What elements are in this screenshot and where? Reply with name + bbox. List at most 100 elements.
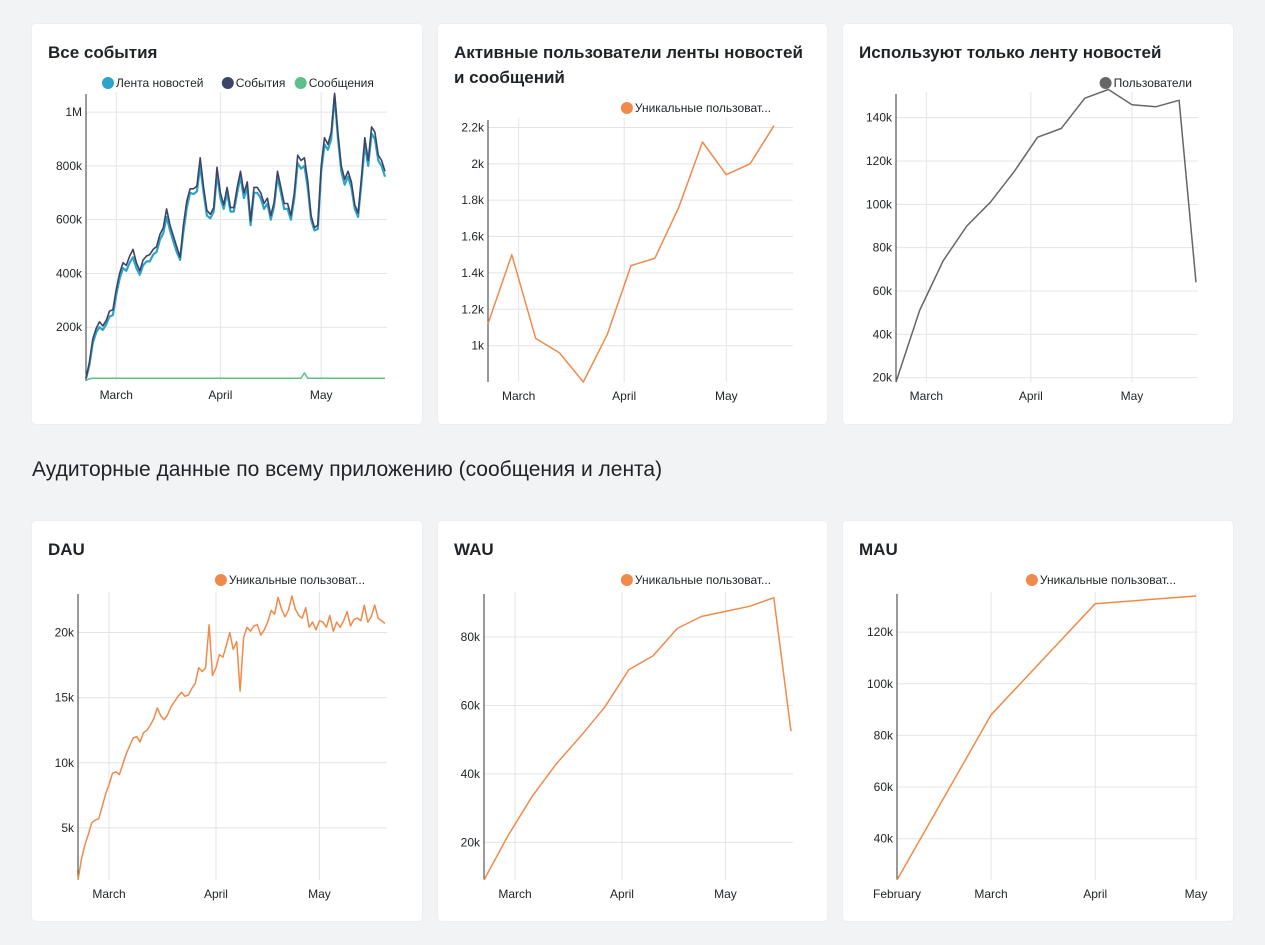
chart-svg: 5k 10k 15k 20k March April May Уникальные польз… xyxy=(55,573,387,901)
legend-label: Уникальные пользоват... xyxy=(635,101,771,115)
chart-title: Все события xyxy=(48,43,158,62)
x-tick-label: March xyxy=(974,887,1007,901)
legend: Уникальные пользоват... xyxy=(1025,573,1176,587)
x-tick-label: March xyxy=(100,388,133,402)
series-line xyxy=(895,88,1197,383)
y-tick-label: 120k xyxy=(866,154,893,168)
series-line xyxy=(84,94,387,380)
chart-svg: 20k 40k 60k 80k 100k 120k 140k March April May Пол… xyxy=(866,76,1198,403)
chart-svg: 40k 60k 80k 100k 120k February March April May Ун… xyxy=(867,573,1208,901)
y-tick-label: 1.8k xyxy=(461,193,485,207)
legend-marker xyxy=(1099,77,1112,89)
legend-marker xyxy=(294,77,307,89)
chart-card-mau: MAU 40k 60k 80k 100k 120k February March April M… xyxy=(843,521,1233,921)
y-tick-label: 20k xyxy=(873,371,893,385)
legend-marker xyxy=(102,77,114,89)
x-tick-label: May xyxy=(714,887,737,901)
y-tick-label: 80k xyxy=(874,728,894,742)
x-tick-label: May xyxy=(310,388,333,402)
chart-card-active-users: Активные пользователи ленты новостей и с… xyxy=(438,24,827,424)
chart-title: Активные пользователи ленты новостей и с… xyxy=(454,43,803,87)
legend-marker xyxy=(1025,574,1038,586)
y-tick-label: 40k xyxy=(461,767,481,781)
y-tick-label: 200k xyxy=(56,320,83,334)
chart-title: WAU xyxy=(454,540,494,559)
y-tick-label: 600k xyxy=(56,213,83,227)
y-tick-label: 100k xyxy=(866,197,893,211)
chart-svg: 20k 40k 60k 80k March April May Уникальные поль… xyxy=(461,573,793,901)
legend: Пользователи xyxy=(1099,76,1192,90)
legend-label: Лента новостей xyxy=(116,76,204,90)
x-tick-label: February xyxy=(873,887,921,901)
legend-label: Сообщения xyxy=(309,76,374,90)
legend-label: Пользователи xyxy=(1114,76,1192,90)
y-tick-label: 800k xyxy=(56,159,83,173)
series-line xyxy=(896,595,1197,881)
y-tick-label: 40k xyxy=(874,832,894,846)
series-line xyxy=(487,125,775,383)
y-tick-label: 20k xyxy=(461,835,481,849)
y-tick-label: 1.6k xyxy=(461,230,485,244)
x-tick-label: April xyxy=(610,887,634,901)
x-tick-label: April xyxy=(204,887,228,901)
legend-marker xyxy=(214,574,227,586)
x-tick-label: March xyxy=(92,887,125,901)
y-tick-label: 140k xyxy=(866,111,893,125)
legend: Уникальные пользоват... xyxy=(620,101,771,115)
chart-svg: 200k 400k 600k 800k 1M March April May Лента нов… xyxy=(56,76,387,402)
x-tick-label: May xyxy=(1185,887,1208,901)
y-tick-label: 80k xyxy=(461,630,481,644)
legend: Лента новостей События Сообщения xyxy=(102,76,374,90)
y-tick-label: 80k xyxy=(873,241,893,255)
series-line xyxy=(85,372,385,382)
x-tick-label: March xyxy=(910,389,943,403)
y-tick-label: 1.2k xyxy=(461,302,485,316)
legend-label: Уникальные пользоват... xyxy=(635,573,771,587)
series-line xyxy=(77,595,386,881)
chart-title: DAU xyxy=(48,540,85,559)
x-tick-label: May xyxy=(1121,389,1144,403)
series-line xyxy=(85,92,386,379)
chart-svg: 1k 1.2k 1.4k 1.6k 1.8k 2k 2.2k March April May Уни… xyxy=(461,101,793,403)
y-tick-label: 10k xyxy=(55,756,75,770)
legend-marker xyxy=(620,574,633,586)
x-tick-label: April xyxy=(1083,887,1107,901)
chart-card-wau: WAU 20k 40k 60k 80k March April May Уникальные … xyxy=(438,521,827,921)
x-tick-label: March xyxy=(498,887,531,901)
y-tick-label: 15k xyxy=(55,691,75,705)
y-tick-label: 60k xyxy=(874,780,894,794)
legend-label: Уникальные пользоват... xyxy=(229,573,365,587)
legend-label: Уникальные пользоват... xyxy=(1040,573,1176,587)
y-tick-label: 100k xyxy=(867,677,894,691)
y-tick-label: 5k xyxy=(61,821,75,835)
chart-card-only-feed: Используют только ленту новостей 20k 40k 6… xyxy=(843,24,1233,424)
x-tick-label: April xyxy=(1019,389,1043,403)
x-tick-label: April xyxy=(612,389,636,403)
y-tick-label: 120k xyxy=(867,625,894,639)
chart-title: MAU xyxy=(859,540,898,559)
series-line xyxy=(483,596,792,881)
x-tick-label: March xyxy=(502,389,535,403)
y-tick-label: 400k xyxy=(56,266,83,280)
y-tick-label: 60k xyxy=(873,284,893,298)
y-tick-label: 2k xyxy=(471,157,485,171)
y-tick-label: 40k xyxy=(873,327,893,341)
x-tick-label: May xyxy=(715,389,738,403)
y-tick-label: 20k xyxy=(55,625,75,639)
y-tick-label: 1M xyxy=(65,105,82,119)
legend: Уникальные пользоват... xyxy=(620,573,771,587)
y-tick-label: 1k xyxy=(471,339,485,353)
legend: Уникальные пользоват... xyxy=(214,573,365,587)
y-tick-label: 60k xyxy=(461,698,481,712)
legend-marker xyxy=(620,102,633,114)
x-tick-label: April xyxy=(208,388,232,402)
legend-label: События xyxy=(236,76,286,90)
x-tick-label: May xyxy=(308,887,331,901)
chart-title: Используют только ленту новостей xyxy=(859,43,1162,62)
legend-marker xyxy=(221,77,234,89)
chart-card-all-events: Все события 200k 400k 600k 800k 1M March April… xyxy=(32,24,422,424)
y-tick-label: 1.4k xyxy=(461,266,485,280)
y-tick-label: 2.2k xyxy=(461,120,485,134)
chart-card-dau: DAU 5k 10k 15k 20k March April May Уникальные п… xyxy=(32,521,422,921)
section-title: Аудиторные данные по всему приложению (с… xyxy=(32,458,663,481)
